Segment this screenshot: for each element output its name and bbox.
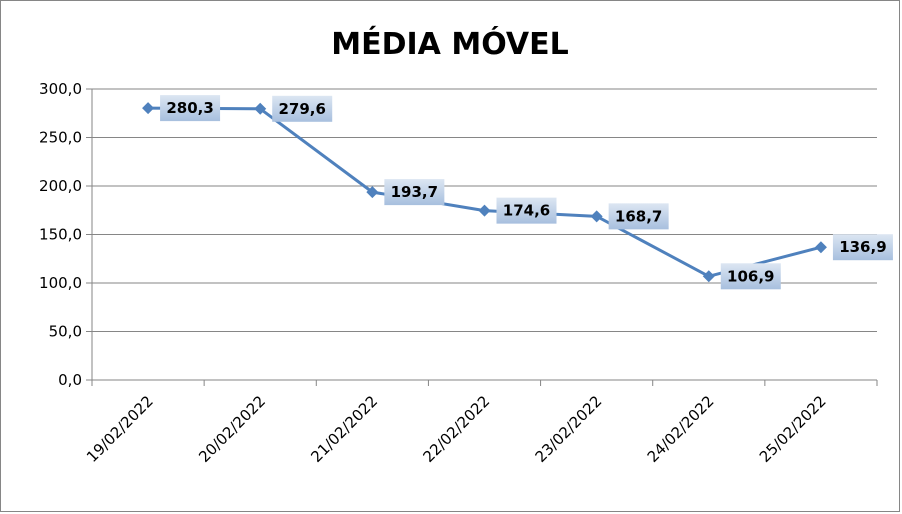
data-label: 279,6 bbox=[278, 100, 325, 118]
axes bbox=[91, 89, 877, 381]
data-labels: 280,3 279,6 193,7 174,6 168,7 106,9 136,9 bbox=[160, 95, 893, 290]
x-tick-label: 21/02/2022 bbox=[307, 392, 381, 466]
data-label: 280,3 bbox=[166, 99, 213, 117]
y-tick-label: 150,0 bbox=[39, 226, 82, 244]
data-label: 174,6 bbox=[503, 202, 550, 220]
series-line bbox=[148, 106, 822, 278]
data-label-box bbox=[608, 203, 669, 230]
series bbox=[142, 102, 827, 283]
data-label: 106,9 bbox=[727, 267, 774, 285]
data-label-box bbox=[272, 95, 333, 122]
data-label-box bbox=[720, 263, 781, 290]
data-point-marker bbox=[590, 210, 603, 223]
data-label-box bbox=[384, 179, 445, 206]
data-point-marker bbox=[814, 241, 827, 254]
data-point-marker bbox=[142, 102, 155, 115]
x-tick-label: 23/02/2022 bbox=[532, 392, 606, 466]
data-label-box bbox=[160, 95, 221, 122]
y-tick-label: 0,0 bbox=[58, 371, 82, 389]
x-tick-label: 19/02/2022 bbox=[83, 392, 157, 466]
x-tick-label: 24/02/2022 bbox=[644, 392, 718, 466]
data-label: 168,7 bbox=[615, 207, 662, 225]
data-point-marker bbox=[478, 204, 491, 217]
x-tick-label: 22/02/2022 bbox=[419, 392, 493, 466]
data-label-box bbox=[496, 197, 557, 224]
data-point-marker bbox=[254, 102, 267, 115]
x-tick-label: 25/02/2022 bbox=[756, 392, 830, 466]
chart-title: MÉDIA MÓVEL bbox=[331, 25, 568, 62]
data-label-box bbox=[832, 234, 893, 261]
data-label: 193,7 bbox=[391, 183, 438, 201]
y-tick-label: 300,0 bbox=[39, 80, 82, 98]
x-tick-label: 20/02/2022 bbox=[195, 392, 269, 466]
x-axis-ticks: 19/02/2022 20/02/2022 21/02/2022 22/02/2022… bbox=[83, 380, 878, 466]
data-point-marker bbox=[366, 186, 379, 199]
y-tick-label: 100,0 bbox=[39, 274, 82, 292]
y-tick-label: 50,0 bbox=[49, 323, 82, 341]
data-label: 136,9 bbox=[839, 238, 886, 256]
y-axis-ticks: 0,0 50,0 100,0 150,0 200,0 250,0 300,0 bbox=[39, 80, 92, 389]
y-tick-label: 200,0 bbox=[39, 177, 82, 195]
y-tick-label: 250,0 bbox=[39, 129, 82, 147]
data-point-marker bbox=[702, 270, 715, 283]
